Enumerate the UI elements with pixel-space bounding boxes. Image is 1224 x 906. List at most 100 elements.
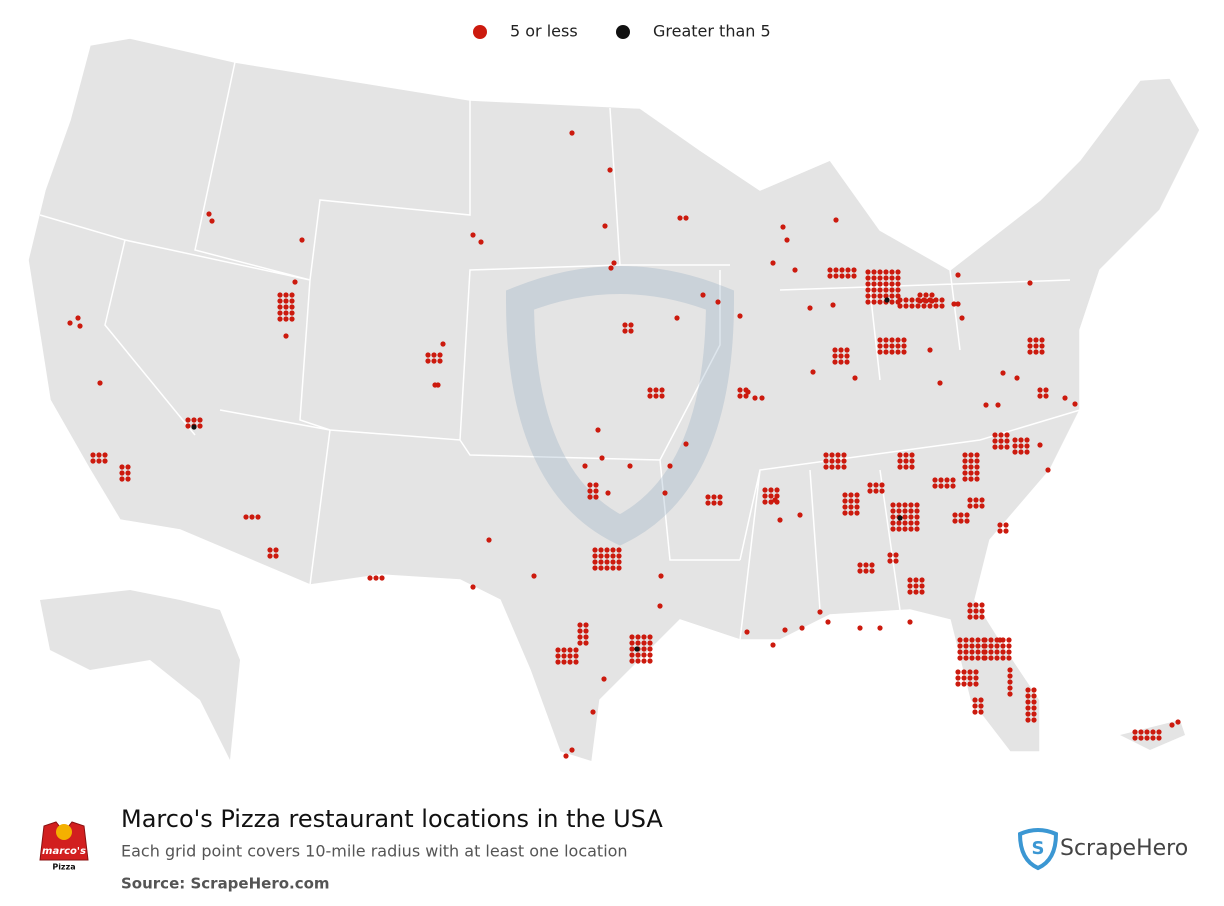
location-dot: [1033, 349, 1039, 355]
location-dot: [975, 637, 981, 643]
location-dot: [841, 452, 847, 458]
location-dot: [967, 614, 973, 620]
location-dot: [919, 589, 925, 595]
location-dot: [968, 476, 974, 482]
location-dot: [917, 298, 923, 304]
location-dot: [854, 510, 860, 516]
location-dot: [610, 547, 616, 553]
location-dot: [852, 375, 858, 381]
location-dot: [829, 458, 835, 464]
location-dot: [1033, 343, 1039, 349]
location-dot: [877, 293, 883, 299]
location-dot: [972, 697, 978, 703]
location-dot: [998, 438, 1004, 444]
location-dot: [914, 502, 920, 508]
location-dot: [647, 652, 653, 658]
source: Source: ScrapeHero.com: [121, 875, 330, 893]
location-dot: [909, 464, 915, 470]
location-dot: [865, 281, 871, 287]
location-dot: [879, 482, 885, 488]
location-dot: [598, 559, 604, 565]
location-dot: [877, 287, 883, 293]
location-dot: [974, 452, 980, 458]
location-dot: [683, 441, 689, 447]
brand-icon: S: [1032, 838, 1045, 859]
location-dot: [873, 482, 879, 488]
location-dot: [961, 681, 967, 687]
location-dot: [197, 417, 203, 423]
location-dot: [896, 508, 902, 514]
location-dot: [968, 464, 974, 470]
location-dot: [119, 476, 125, 482]
location-dot: [567, 659, 573, 665]
location-dot: [829, 452, 835, 458]
location-dot: [627, 463, 633, 469]
location-dot: [647, 634, 653, 640]
location-dot: [972, 703, 978, 709]
location-dot: [994, 643, 1000, 649]
location-dot: [1072, 401, 1078, 407]
location-dot: [929, 298, 935, 304]
location-dot: [1006, 643, 1012, 649]
location-dot: [622, 328, 628, 334]
location-dot: [1027, 280, 1033, 286]
location-dot: [982, 643, 988, 649]
legend-label: Greater than 5: [653, 22, 771, 41]
location-dot: [717, 500, 723, 506]
location-dot: [292, 279, 298, 285]
location-dot: [604, 565, 610, 571]
location-dot: [1024, 443, 1030, 449]
location-dot: [893, 558, 899, 564]
location-dot: [871, 299, 877, 305]
location-dot: [677, 215, 683, 221]
location-dot: [865, 299, 871, 305]
location-dot: [593, 494, 599, 500]
location-dot: [832, 347, 838, 353]
location-dot: [1006, 637, 1012, 643]
location-dot: [425, 352, 431, 358]
location-dot: [592, 565, 598, 571]
location-dot: [577, 640, 583, 646]
location-dot: [889, 337, 895, 343]
location-dot: [277, 316, 283, 322]
location-dot: [1043, 387, 1049, 393]
location-dot: [582, 463, 588, 469]
location-dot: [1039, 337, 1045, 343]
logo-sub: Pizza: [52, 863, 75, 872]
location-dot: [1039, 343, 1045, 349]
location-dot: [917, 292, 923, 298]
location-dot: [711, 500, 717, 506]
location-dot: [629, 652, 635, 658]
location-dot: [119, 464, 125, 470]
location-dot: [1004, 438, 1010, 444]
location-dot: [902, 502, 908, 508]
location-dot: [994, 649, 1000, 655]
location-dot: [737, 313, 743, 319]
location-dot: [119, 470, 125, 476]
location-dot: [1031, 717, 1037, 723]
location-dot: [939, 297, 945, 303]
location-dot: [887, 552, 893, 558]
location-dot: [902, 520, 908, 526]
location-dot: [705, 494, 711, 500]
location-dot: [658, 573, 664, 579]
location-dot: [897, 458, 903, 464]
location-dot: [939, 303, 945, 309]
location-dot: [629, 634, 635, 640]
location-dot: [897, 464, 903, 470]
location-dot: [777, 517, 783, 523]
location-dot: [125, 476, 131, 482]
location-dot: [610, 559, 616, 565]
location-dot: [838, 347, 844, 353]
location-dot: [865, 269, 871, 275]
location-dot-dense: [884, 297, 890, 303]
location-dot: [653, 393, 659, 399]
location-dot: [895, 343, 901, 349]
location-dot: [903, 303, 909, 309]
location-dot: [974, 464, 980, 470]
legend-marker: [616, 25, 630, 39]
location-dot: [737, 393, 743, 399]
location-dot: [863, 562, 869, 568]
location-dot: [967, 503, 973, 509]
location-dot: [963, 643, 969, 649]
